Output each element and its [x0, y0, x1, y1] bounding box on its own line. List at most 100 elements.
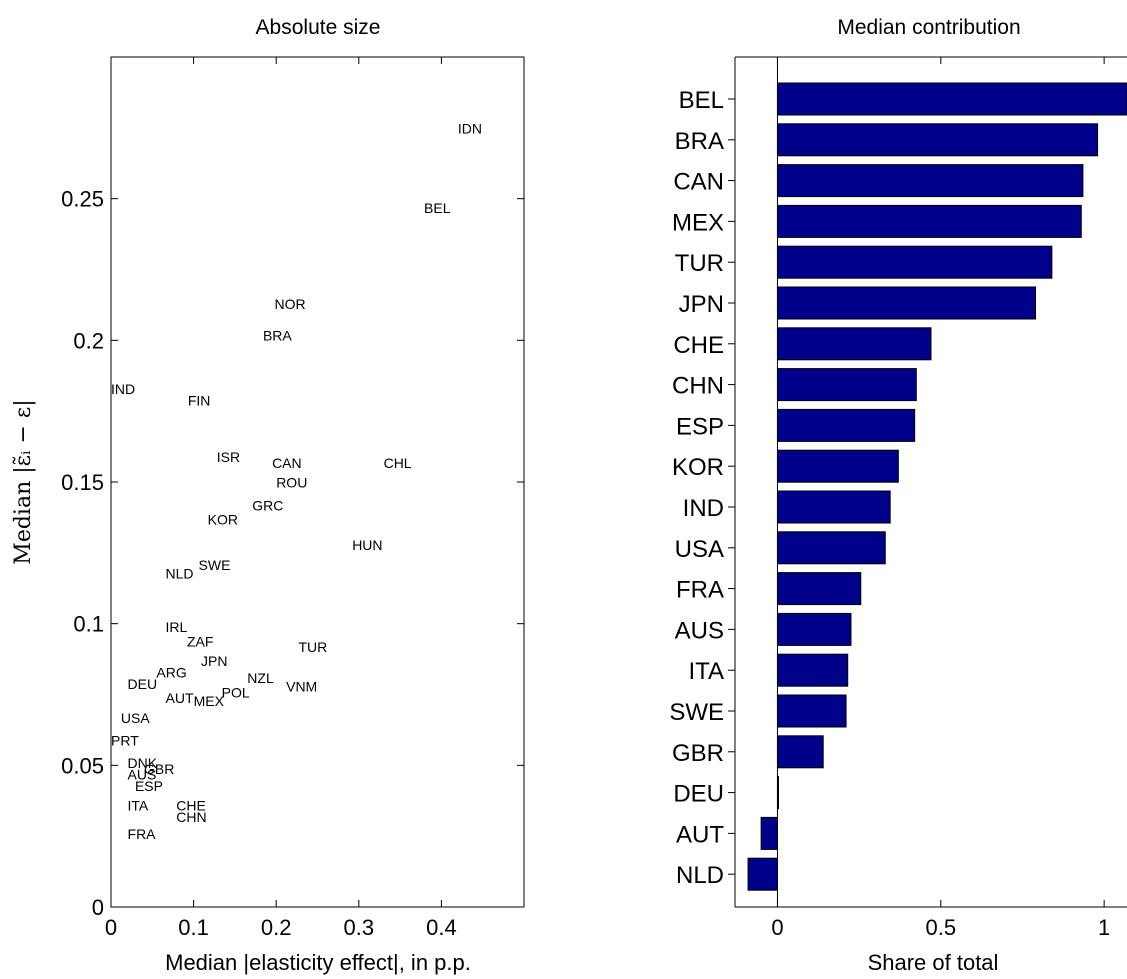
scatter-point-fra: FRA: [128, 826, 157, 842]
scatter-point-chl: CHL: [384, 455, 412, 471]
scatter-point-ind: IND: [111, 381, 135, 397]
scatter-point-aus: AUS: [128, 767, 157, 783]
scatter-point-idn: IDN: [458, 121, 482, 137]
bar-title: Median contribution: [837, 16, 1020, 39]
scatter-point-gbr: GBR: [144, 761, 174, 777]
scatter-point-can: CAN: [272, 455, 302, 471]
bar-x-tick-label: 1: [1098, 915, 1110, 940]
scatter-x-ticks: 0 0.1 0.2 0.3 0.4: [105, 57, 457, 940]
scatter-point-dnk: DNK: [128, 755, 158, 771]
bar-x-axis-label: Share of total: [868, 950, 999, 975]
scatter-y-tick-label: 0.2: [73, 328, 104, 353]
bar-mex: [776, 204, 1082, 238]
scatter-point-vnm: VNM: [286, 679, 317, 695]
scatter-y-axis-label: Median |ε̃ᵢ − ε|: [11, 399, 36, 564]
scatter-title: Absolute size: [256, 16, 381, 39]
scatter-panel: Absolute size 0 0.1 0.2 0.3 0.4 0 0.05 0.1 0.15…: [11, 16, 525, 975]
scatter-y-tick-label: 0.25: [61, 187, 104, 212]
bar-category-label-aus: AUS: [675, 617, 724, 644]
bar-ind: [776, 490, 891, 524]
bar-category-labels: BEL BRA CAN MEX TUR JPN CHE CHN ESP KOR IND USA FRA A…: [669, 87, 735, 889]
bar-category-label-usa: USA: [675, 536, 724, 563]
scatter-point-aut: AUT: [166, 690, 194, 706]
bar-category-label-bra: BRA: [675, 128, 724, 155]
scatter-point-ita: ITA: [128, 798, 149, 814]
scatter-point-labels: IDN BEL NOR BRA IND FIN ISR CAN CHL ROU GRC KOR HUN N…: [111, 121, 482, 843]
bar-category-label-gbr: GBR: [672, 740, 724, 767]
scatter-point-esp: ESP: [135, 778, 163, 794]
scatter-point-grc: GRC: [252, 497, 283, 513]
scatter-y-ticks: 0 0.05 0.1 0.15 0.2 0.25: [61, 187, 524, 920]
bar-usa: [776, 531, 886, 565]
scatter-point-deu: DEU: [128, 676, 158, 692]
bar-gbr: [776, 735, 824, 769]
bar-fra: [776, 572, 862, 606]
scatter-point-bel: BEL: [424, 200, 451, 216]
scatter-point-fin: FIN: [188, 393, 211, 409]
bar-chn: [776, 368, 917, 402]
scatter-point-mex: MEX: [194, 693, 225, 709]
scatter-point-bra: BRA: [263, 327, 292, 343]
scatter-y-tick-label: 0.1: [73, 612, 104, 637]
bar-nld: [747, 857, 778, 891]
bar-x-ticks: 0 0.5 1: [771, 57, 1110, 940]
scatter-point-rou: ROU: [276, 475, 307, 491]
scatter-point-irl: IRL: [166, 619, 188, 635]
scatter-y-tick-label: 0.15: [61, 470, 104, 495]
bar-jpn: [776, 286, 1037, 320]
scatter-x-tick-label: 0: [105, 915, 117, 940]
scatter-point-nor: NOR: [275, 296, 306, 312]
bar-x-tick-label: 0: [771, 915, 783, 940]
bar-kor: [776, 449, 899, 483]
scatter-y-tick-label: 0: [92, 895, 104, 920]
bar-category-label-tur: TUR: [675, 250, 724, 277]
scatter-x-tick-label: 0.3: [344, 915, 375, 940]
bar-che: [776, 327, 932, 361]
bar-category-label-ita: ITA: [688, 658, 724, 685]
bar-x-tick-label: 0.5: [926, 915, 957, 940]
scatter-point-swe: SWE: [199, 557, 231, 573]
bar-deu: [776, 776, 779, 810]
bar-aut: [760, 816, 778, 850]
scatter-point-isr: ISR: [217, 449, 240, 465]
bar-category-label-ind: IND: [683, 495, 724, 522]
bar-category-label-che: CHE: [673, 332, 724, 359]
scatter-point-che: CHE: [176, 798, 206, 814]
scatter-point-tur: TUR: [299, 639, 328, 655]
bars: [747, 82, 1127, 891]
bar-category-label-nld: NLD: [676, 862, 724, 889]
bar-esp: [776, 408, 916, 442]
bar-bra: [776, 123, 1099, 157]
scatter-x-tick-label: 0.1: [178, 915, 209, 940]
scatter-point-prt: PRT: [111, 733, 139, 749]
bar-bel: [776, 82, 1127, 116]
scatter-point-hun: HUN: [352, 537, 382, 553]
scatter-point-jpn: JPN: [201, 653, 227, 669]
scatter-point-nld: NLD: [166, 565, 194, 581]
bar-category-label-deu: DEU: [673, 781, 724, 808]
bar-swe: [776, 694, 847, 728]
bar-category-label-esp: ESP: [676, 413, 724, 440]
scatter-point-arg: ARG: [156, 665, 186, 681]
bar-panel: Median contribution BEL BRA CAN MEX TUR JPN CH…: [669, 16, 1127, 975]
bar-category-label-bel: BEL: [679, 87, 724, 114]
bar-category-label-aut: AUT: [676, 821, 724, 848]
scatter-x-tick-label: 0.4: [426, 915, 457, 940]
bar-can: [776, 164, 1084, 198]
bar-category-label-chn: CHN: [672, 373, 724, 400]
scatter-point-nzl: NZL: [247, 670, 274, 686]
scatter-point-usa: USA: [121, 710, 150, 726]
scatter-point-pol: POL: [222, 684, 250, 700]
scatter-point-chn: CHN: [176, 809, 206, 825]
bar-tur: [776, 245, 1053, 279]
bar-ita: [776, 653, 849, 687]
scatter-point-kor: KOR: [208, 512, 238, 528]
bar-category-label-fra: FRA: [676, 577, 724, 604]
scatter-x-tick-label: 0.2: [261, 915, 292, 940]
scatter-x-axis-label: Median |elasticity effect|, in p.p.: [165, 950, 471, 975]
scatter-y-tick-label: 0.05: [61, 753, 104, 778]
scatter-point-zaf: ZAF: [187, 633, 213, 649]
bar-category-label-can: CAN: [673, 169, 724, 196]
bar-category-label-kor: KOR: [672, 454, 724, 481]
